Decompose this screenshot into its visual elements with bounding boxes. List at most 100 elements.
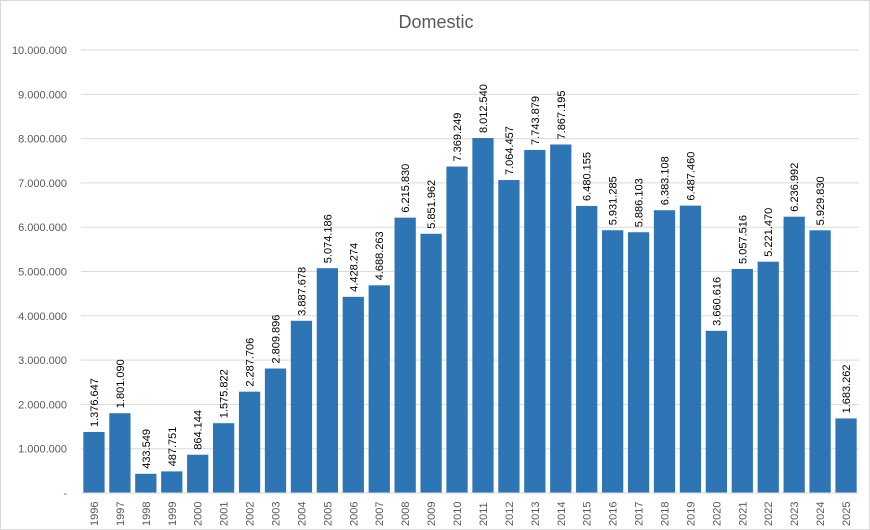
data-label: 2.809.896 [271,315,283,364]
bar [472,138,494,493]
x-tick-label: 2022 [763,502,775,526]
x-tick-label: 1996 [89,502,101,526]
x-tick-label: 2005 [322,502,334,526]
x-tick-label: 2015 [582,502,594,526]
bar [550,144,572,493]
bar [809,230,831,493]
data-label: 6.236.992 [789,163,801,212]
y-tick-label: 9.000.000 [18,89,67,101]
data-label: 1.683.262 [841,364,853,413]
x-tick-label: 2016 [608,502,620,526]
bar [498,180,520,493]
x-tick-label: 2000 [193,502,205,526]
data-label: 6.215.830 [400,164,412,213]
y-axis-ticks: - 1.000.000 2.000.000 3.000.000 4.000.000 5.0… [12,45,67,500]
bar [83,432,105,493]
x-tick-label: 2020 [711,502,723,526]
x-tick-label: 2019 [685,502,697,526]
y-tick-label: 3.000.000 [18,355,67,367]
x-tick-label: 2009 [426,502,438,526]
y-tick-label: 2.000.000 [18,399,67,411]
x-tick-label: 2023 [789,502,801,526]
y-tick-label: 1.000.000 [18,444,67,456]
x-tick-label: 2025 [841,502,853,526]
data-labels: 1.376.647 1.801.090 433.549 487.751 864.144 1… [89,84,853,469]
bar [290,320,313,493]
bar [835,418,857,493]
chart-title: Domestic [398,12,473,32]
data-label: 1.801.090 [115,359,127,408]
bar [264,368,287,493]
data-label: 6.383.108 [660,156,672,205]
bar [524,149,546,493]
x-tick-label: 2001 [219,502,231,526]
data-label: 5.929.830 [815,176,827,225]
data-label: 3.887.678 [296,267,308,316]
x-tick-label: 2014 [556,502,568,526]
bar [316,268,338,493]
data-label: 4.688.263 [374,231,386,280]
data-label: 5.057.516 [737,215,749,264]
y-tick-label: 8.000.000 [18,134,67,146]
bar [109,413,131,493]
bar [757,261,779,493]
x-tick-label: 2002 [245,502,257,526]
data-label: 5.074.186 [322,214,334,263]
data-label: 864.144 [193,410,205,450]
data-label: 3.660.616 [711,277,723,326]
data-label: 1.376.647 [89,378,101,427]
bar [394,217,416,493]
bar [238,391,261,493]
bar [731,268,753,493]
data-label: 6.487.460 [685,152,697,201]
y-tick-label: 10.000.000 [12,45,67,57]
y-tick-label: 7.000.000 [18,178,67,190]
x-tick-label: 2008 [400,502,412,526]
data-label: 2.287.706 [245,338,257,387]
bar [783,216,805,494]
data-label: 1.575.822 [219,369,231,418]
data-label: 7.369.249 [452,113,464,162]
bar [420,233,442,493]
bar [602,230,624,493]
bar [627,232,650,493]
data-label: 5.931.285 [608,176,620,225]
bar [135,473,157,493]
x-tick-label: 1999 [167,502,179,526]
y-tick-label: - [63,488,67,500]
bar [446,166,468,493]
bar [679,205,702,493]
bar [368,285,390,493]
x-tick-label: 2013 [530,502,542,526]
bar [342,296,364,493]
x-tick-label: 1998 [141,502,153,526]
data-label: 487.751 [167,427,179,467]
y-tick-label: 6.000.000 [18,222,67,234]
data-label: 433.549 [141,429,153,469]
x-tick-label: 2004 [296,502,308,526]
x-tick-label: 1997 [115,502,127,526]
bar [161,471,183,493]
x-tick-label: 2018 [660,502,672,526]
x-tick-label: 2017 [634,502,646,526]
data-label: 5.886.103 [634,178,646,227]
x-tick-label: 2012 [504,502,516,526]
data-label: 7.064.457 [504,126,516,175]
bar [213,423,235,493]
x-tick-label: 2007 [374,502,386,526]
x-axis-ticks: 1996 1997 1998 1999 2000 2001 2002 2003 2004 2005… [89,502,853,526]
data-label: 5.221.470 [763,208,775,257]
data-label: 7.743.879 [530,96,542,145]
data-label: 5.851.962 [426,180,438,229]
x-tick-label: 2003 [271,502,283,526]
y-tick-label: 4.000.000 [18,311,67,323]
x-tick-label: 2011 [478,502,490,526]
x-tick-label: 2006 [348,502,360,526]
data-label: 7.867.195 [556,91,568,140]
x-tick-label: 2021 [737,502,749,526]
data-label: 8.012.540 [478,84,490,133]
x-tick-label: 2024 [815,502,827,526]
gridlines [81,49,859,450]
